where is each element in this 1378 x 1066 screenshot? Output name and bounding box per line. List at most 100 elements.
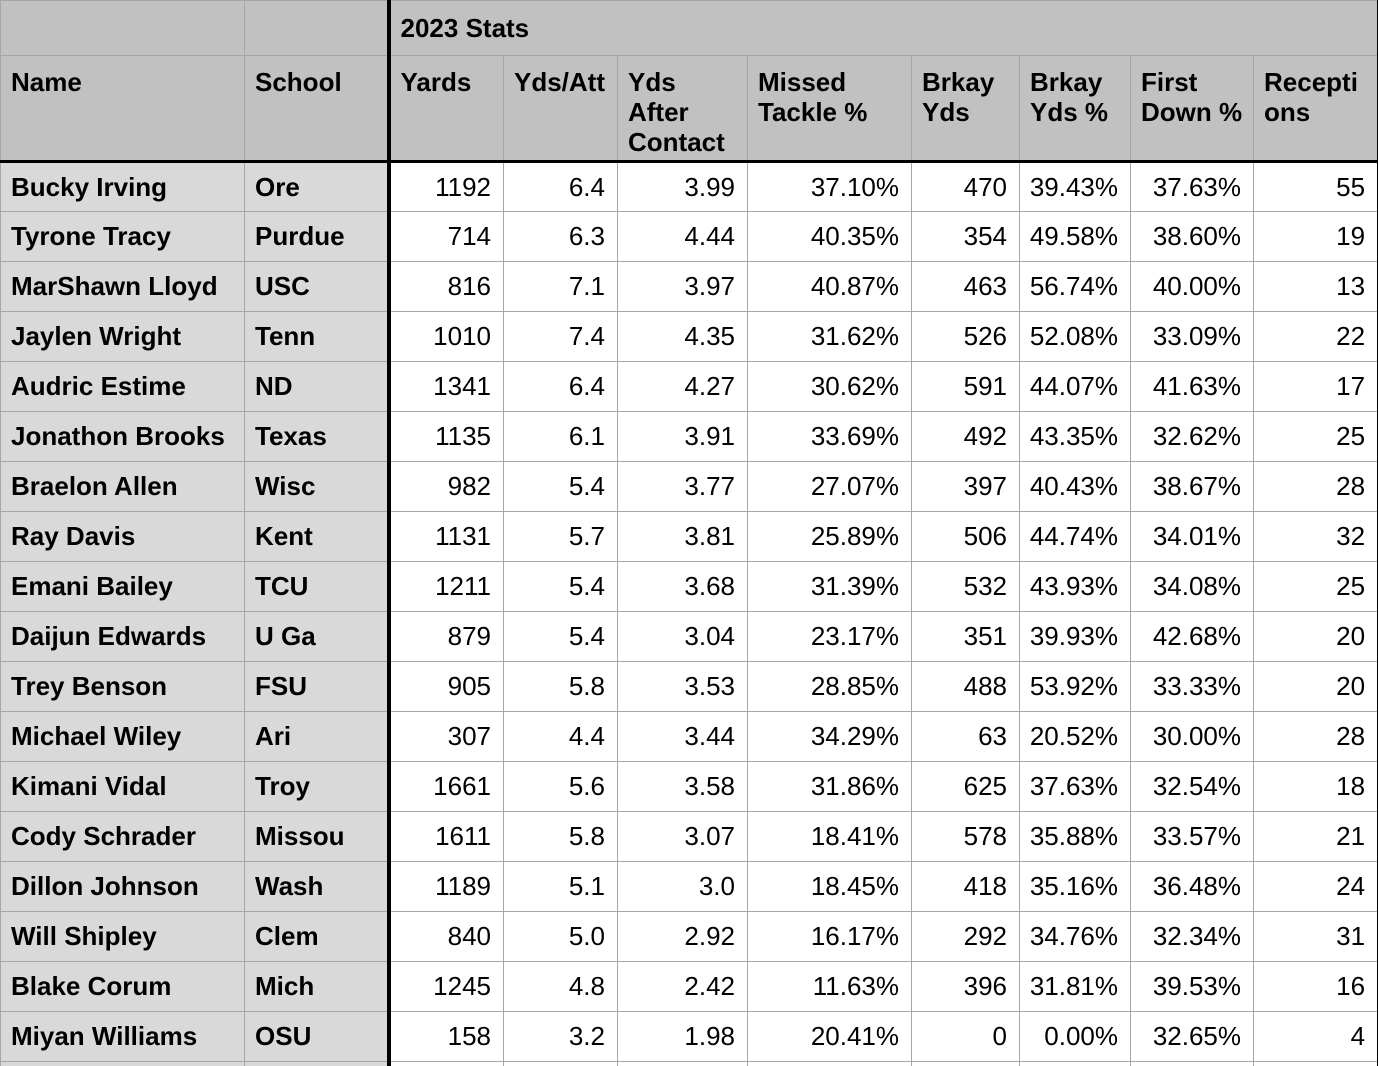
receptions-cell[interactable]: 25 [1252, 561, 1378, 612]
missed-tackle-pct-cell[interactable]: 23.17% [747, 611, 912, 662]
brkay-yds-pct-cell[interactable]: 49.58% [1019, 211, 1131, 262]
empty-cell[interactable] [1130, 1061, 1254, 1066]
yards-cell[interactable]: 1245 [386, 961, 504, 1012]
player-name-cell[interactable]: Kimani Vidal [0, 761, 245, 812]
brkay-yds-pct-cell[interactable]: 0.00% [1019, 1011, 1131, 1062]
brkay-yds-pct-cell[interactable]: 34.76% [1019, 911, 1131, 962]
first-down-pct-cell[interactable]: 30.00% [1130, 711, 1254, 762]
column-header-missed-tackle-pct[interactable]: Missed Tackle % [747, 55, 912, 163]
player-name-cell[interactable]: Will Shipley [0, 911, 245, 962]
column-header-name[interactable]: Name [0, 55, 245, 163]
yds-att-cell[interactable]: 5.4 [503, 461, 618, 512]
column-header-brkay-yds[interactable]: Brkay Yds [911, 55, 1020, 163]
missed-tackle-pct-cell[interactable]: 18.41% [747, 811, 912, 862]
first-down-pct-cell[interactable]: 32.54% [1130, 761, 1254, 812]
brkay-yds-pct-cell[interactable]: 56.74% [1019, 261, 1131, 312]
missed-tackle-pct-cell[interactable]: 34.29% [747, 711, 912, 762]
missed-tackle-pct-cell[interactable]: 40.87% [747, 261, 912, 312]
brkay-yds-pct-cell[interactable]: 39.93% [1019, 611, 1131, 662]
brkay-yds-cell[interactable]: 526 [911, 311, 1020, 362]
school-cell[interactable]: Wash [244, 861, 389, 912]
missed-tackle-pct-cell[interactable]: 30.62% [747, 361, 912, 412]
receptions-cell[interactable]: 24 [1252, 861, 1378, 912]
player-name-cell[interactable]: Blake Corum [0, 961, 245, 1012]
brkay-yds-cell[interactable]: 506 [911, 511, 1020, 562]
receptions-cell[interactable]: 20 [1252, 611, 1378, 662]
first-down-pct-cell[interactable]: 32.62% [1130, 411, 1254, 462]
brkay-yds-pct-cell[interactable]: 35.88% [1019, 811, 1131, 862]
yds-att-cell[interactable]: 4.4 [503, 711, 618, 762]
yds-after-contact-cell[interactable]: 3.91 [617, 411, 748, 462]
brkay-yds-cell[interactable]: 354 [911, 211, 1020, 262]
receptions-cell[interactable]: 16 [1252, 961, 1378, 1012]
missed-tackle-pct-cell[interactable]: 27.07% [747, 461, 912, 512]
yards-cell[interactable]: 905 [386, 661, 504, 712]
yds-after-contact-cell[interactable]: 3.81 [617, 511, 748, 562]
receptions-cell[interactable]: 28 [1252, 711, 1378, 762]
yards-cell[interactable]: 714 [386, 211, 504, 262]
player-name-cell[interactable]: Braelon Allen [0, 461, 245, 512]
first-down-pct-cell[interactable]: 32.65% [1130, 1011, 1254, 1062]
player-name-cell[interactable]: Ray Davis [0, 511, 245, 562]
empty-cell[interactable] [386, 1061, 504, 1066]
yds-after-contact-cell[interactable]: 2.92 [617, 911, 748, 962]
group-title-cell[interactable]: 2023 Stats [386, 0, 1378, 56]
empty-cell[interactable] [0, 1061, 245, 1066]
yds-att-cell[interactable]: 5.7 [503, 511, 618, 562]
first-down-pct-cell[interactable]: 38.60% [1130, 211, 1254, 262]
yds-att-cell[interactable]: 4.8 [503, 961, 618, 1012]
first-down-pct-cell[interactable]: 33.33% [1130, 661, 1254, 712]
column-header-yards[interactable]: Yards [386, 55, 504, 163]
empty-cell[interactable] [617, 1061, 748, 1066]
yards-cell[interactable]: 879 [386, 611, 504, 662]
yds-att-cell[interactable]: 5.4 [503, 611, 618, 662]
school-cell[interactable]: OSU [244, 1011, 389, 1062]
yds-att-cell[interactable]: 7.1 [503, 261, 618, 312]
player-name-cell[interactable]: Emani Bailey [0, 561, 245, 612]
missed-tackle-pct-cell[interactable]: 20.41% [747, 1011, 912, 1062]
yards-cell[interactable]: 1131 [386, 511, 504, 562]
first-down-pct-cell[interactable]: 32.34% [1130, 911, 1254, 962]
school-cell[interactable]: Missou [244, 811, 389, 862]
yards-cell[interactable]: 1211 [386, 561, 504, 612]
empty-cell[interactable] [1019, 1061, 1131, 1066]
missed-tackle-pct-cell[interactable]: 11.63% [747, 961, 912, 1012]
yards-cell[interactable]: 1010 [386, 311, 504, 362]
brkay-yds-cell[interactable]: 492 [911, 411, 1020, 462]
first-down-pct-cell[interactable]: 33.57% [1130, 811, 1254, 862]
column-header-first-down-pct[interactable]: First Down % [1130, 55, 1254, 163]
yards-cell[interactable]: 816 [386, 261, 504, 312]
yds-after-contact-cell[interactable]: 3.44 [617, 711, 748, 762]
brkay-yds-pct-cell[interactable]: 37.63% [1019, 761, 1131, 812]
yds-att-cell[interactable]: 5.1 [503, 861, 618, 912]
yds-after-contact-cell[interactable]: 3.77 [617, 461, 748, 512]
yards-cell[interactable]: 1661 [386, 761, 504, 812]
school-cell[interactable]: Purdue [244, 211, 389, 262]
school-cell[interactable]: U Ga [244, 611, 389, 662]
yds-after-contact-cell[interactable]: 3.68 [617, 561, 748, 612]
yds-after-contact-cell[interactable]: 3.99 [617, 161, 748, 212]
missed-tackle-pct-cell[interactable]: 18.45% [747, 861, 912, 912]
brkay-yds-pct-cell[interactable]: 44.07% [1019, 361, 1131, 412]
empty-cell[interactable] [1252, 1061, 1378, 1066]
first-down-pct-cell[interactable]: 42.68% [1130, 611, 1254, 662]
brkay-yds-pct-cell[interactable]: 53.92% [1019, 661, 1131, 712]
missed-tackle-pct-cell[interactable]: 31.86% [747, 761, 912, 812]
school-cell[interactable]: Troy [244, 761, 389, 812]
player-name-cell[interactable]: Tyrone Tracy [0, 211, 245, 262]
empty-cell[interactable] [503, 1061, 618, 1066]
yds-after-contact-cell[interactable]: 3.07 [617, 811, 748, 862]
missed-tackle-pct-cell[interactable]: 31.62% [747, 311, 912, 362]
brkay-yds-cell[interactable]: 470 [911, 161, 1020, 212]
receptions-cell[interactable]: 31 [1252, 911, 1378, 962]
receptions-cell[interactable]: 21 [1252, 811, 1378, 862]
first-down-pct-cell[interactable]: 33.09% [1130, 311, 1254, 362]
receptions-cell[interactable]: 18 [1252, 761, 1378, 812]
brkay-yds-pct-cell[interactable]: 52.08% [1019, 311, 1131, 362]
brkay-yds-pct-cell[interactable]: 20.52% [1019, 711, 1131, 762]
brkay-yds-cell[interactable]: 396 [911, 961, 1020, 1012]
receptions-cell[interactable]: 25 [1252, 411, 1378, 462]
yds-after-contact-cell[interactable]: 3.04 [617, 611, 748, 662]
school-cell[interactable]: Mich [244, 961, 389, 1012]
school-cell[interactable]: Kent [244, 511, 389, 562]
